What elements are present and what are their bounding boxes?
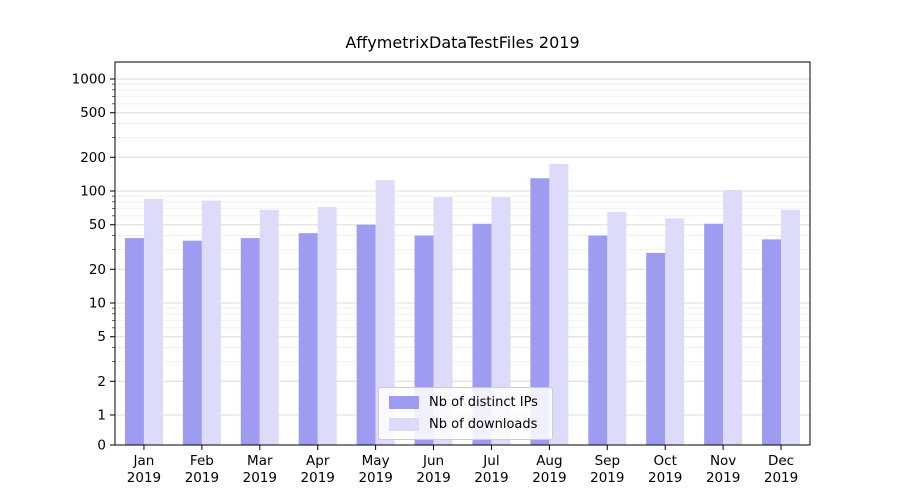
x-tick-label-year: 2019 — [416, 470, 450, 486]
x-tick-label-year: 2019 — [532, 470, 566, 486]
x-tick-label-year: 2019 — [301, 470, 335, 486]
y-tick-label: 2 — [97, 374, 106, 390]
x-tick-label-year: 2019 — [358, 470, 392, 486]
x-tick-label-month: Sep — [595, 453, 620, 469]
legend-swatch-downloads — [389, 418, 419, 431]
bar-downloads-apr — [317, 206, 337, 445]
x-tick-label-month: Feb — [190, 453, 214, 469]
x-tick-label-month: Dec — [768, 453, 794, 469]
x-tick-label-month: May — [362, 453, 390, 469]
bar-downloads-mar — [259, 209, 279, 445]
bar-downloads-jan — [143, 198, 163, 445]
y-tick-label: 50 — [89, 217, 106, 233]
x-tick-label-month: Aug — [536, 453, 562, 469]
bar-distinct-ips-aug — [530, 178, 550, 445]
x-tick-label-month: Oct — [654, 453, 677, 469]
legend-label-distinct-ips: Nb of distinct IPs — [429, 395, 538, 410]
legend-swatch-distinct-ips — [389, 396, 419, 409]
x-tick-label-month: Jan — [133, 453, 155, 469]
bar-distinct-ips-nov — [704, 223, 724, 445]
x-tick-label-year: 2019 — [243, 470, 277, 486]
x-tick-label-month: Apr — [306, 453, 330, 469]
legend-item-downloads: Nb of downloads — [389, 417, 538, 432]
bar-distinct-ips-may — [356, 224, 376, 445]
y-tick-label: 5 — [97, 329, 106, 345]
x-tick-label-year: 2019 — [185, 470, 219, 486]
y-tick-label: 500 — [80, 105, 106, 121]
y-tick-label: 1000 — [72, 72, 106, 88]
bar-distinct-ips-jan — [124, 238, 144, 445]
x-tick-label-year: 2019 — [474, 470, 508, 486]
y-tick-label: 20 — [89, 262, 106, 278]
y-tick-label: 10 — [89, 296, 106, 312]
bar-downloads-jun — [433, 197, 453, 445]
chart-title: AffymetrixDataTestFiles 2019 — [345, 33, 580, 52]
y-tick-label: 100 — [80, 184, 106, 200]
bar-distinct-ips-feb — [182, 240, 202, 445]
chart-legend: Nb of distinct IPs Nb of downloads — [378, 387, 553, 440]
bar-downloads-aug — [549, 163, 569, 446]
legend-item-distinct-ips: Nb of distinct IPs — [389, 395, 538, 410]
legend-label-downloads: Nb of downloads — [429, 417, 538, 432]
bar-downloads-jul — [491, 197, 511, 445]
bar-downloads-feb — [201, 200, 221, 445]
plot-border — [114, 61, 811, 446]
bar-distinct-ips-sep — [588, 235, 608, 445]
bar-downloads-sep — [607, 211, 627, 445]
y-tick-label: 200 — [80, 150, 106, 166]
x-tick-label-month: Jul — [482, 453, 499, 469]
bar-distinct-ips-apr — [298, 233, 318, 445]
y-tick-label: 0 — [97, 438, 106, 454]
bar-downloads-nov — [723, 190, 743, 445]
bar-distinct-ips-oct — [646, 252, 666, 445]
x-tick-label-month: Jun — [422, 453, 444, 469]
x-tick-label-year: 2019 — [764, 470, 798, 486]
bar-distinct-ips-mar — [240, 238, 260, 445]
x-tick-label-year: 2019 — [706, 470, 740, 486]
bar-downloads-dec — [781, 209, 801, 445]
bar-downloads-oct — [665, 218, 685, 445]
x-tick-label-month: Mar — [247, 453, 273, 469]
bar-distinct-ips-dec — [762, 239, 782, 445]
x-tick-label-month: Nov — [710, 453, 736, 469]
x-tick-label-year: 2019 — [127, 470, 161, 486]
x-tick-label-year: 2019 — [590, 470, 624, 486]
bar-downloads-may — [375, 180, 395, 446]
y-tick-label: 1 — [97, 408, 106, 424]
x-tick-label-year: 2019 — [648, 470, 682, 486]
